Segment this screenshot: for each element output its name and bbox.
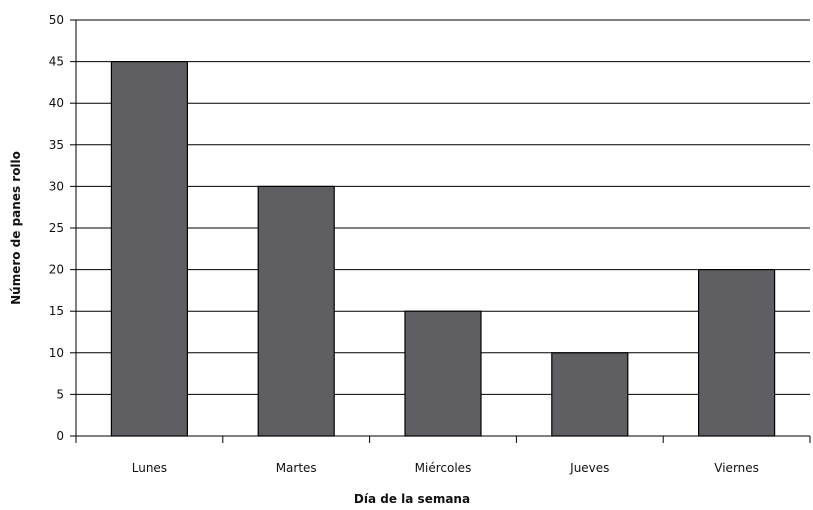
y-tick-label: 0 <box>56 429 64 443</box>
bar-lunes <box>110 60 189 437</box>
y-tick-label: 15 <box>49 304 64 318</box>
x-tick-label: Lunes <box>132 461 167 475</box>
bar-viernes <box>697 269 776 437</box>
y-tick-label: 5 <box>56 387 64 401</box>
bar-jueves <box>551 352 629 437</box>
y-tick-label: 30 <box>49 179 64 193</box>
y-tick-label: 25 <box>49 221 64 235</box>
x-axis-title: Día de la semana <box>354 492 470 506</box>
x-tick-label: Viernes <box>714 461 759 475</box>
x-axis-ticks: Lunes Martes Miércoles Jueves Viernes <box>75 436 811 475</box>
x-tick-label: Martes <box>276 461 317 475</box>
x-tick-label: Jueves <box>569 461 609 475</box>
y-tick-label: 50 <box>49 13 64 27</box>
y-tick-label: 10 <box>49 346 64 360</box>
y-tick-label: 40 <box>49 96 64 110</box>
y-tick-label: 35 <box>49 138 64 152</box>
y-tick-label: 20 <box>49 263 64 277</box>
y-axis-ticks: 0 5 10 15 20 25 30 35 40 45 50 <box>49 13 76 443</box>
bar-miércoles <box>404 310 482 437</box>
x-tick-label: Miércoles <box>415 461 472 475</box>
gridlines <box>76 19 810 395</box>
bar-martes <box>257 185 335 437</box>
y-tick-label: 45 <box>49 55 64 69</box>
bars <box>110 60 776 437</box>
y-axis-title: Número de panes rollo <box>9 151 23 305</box>
